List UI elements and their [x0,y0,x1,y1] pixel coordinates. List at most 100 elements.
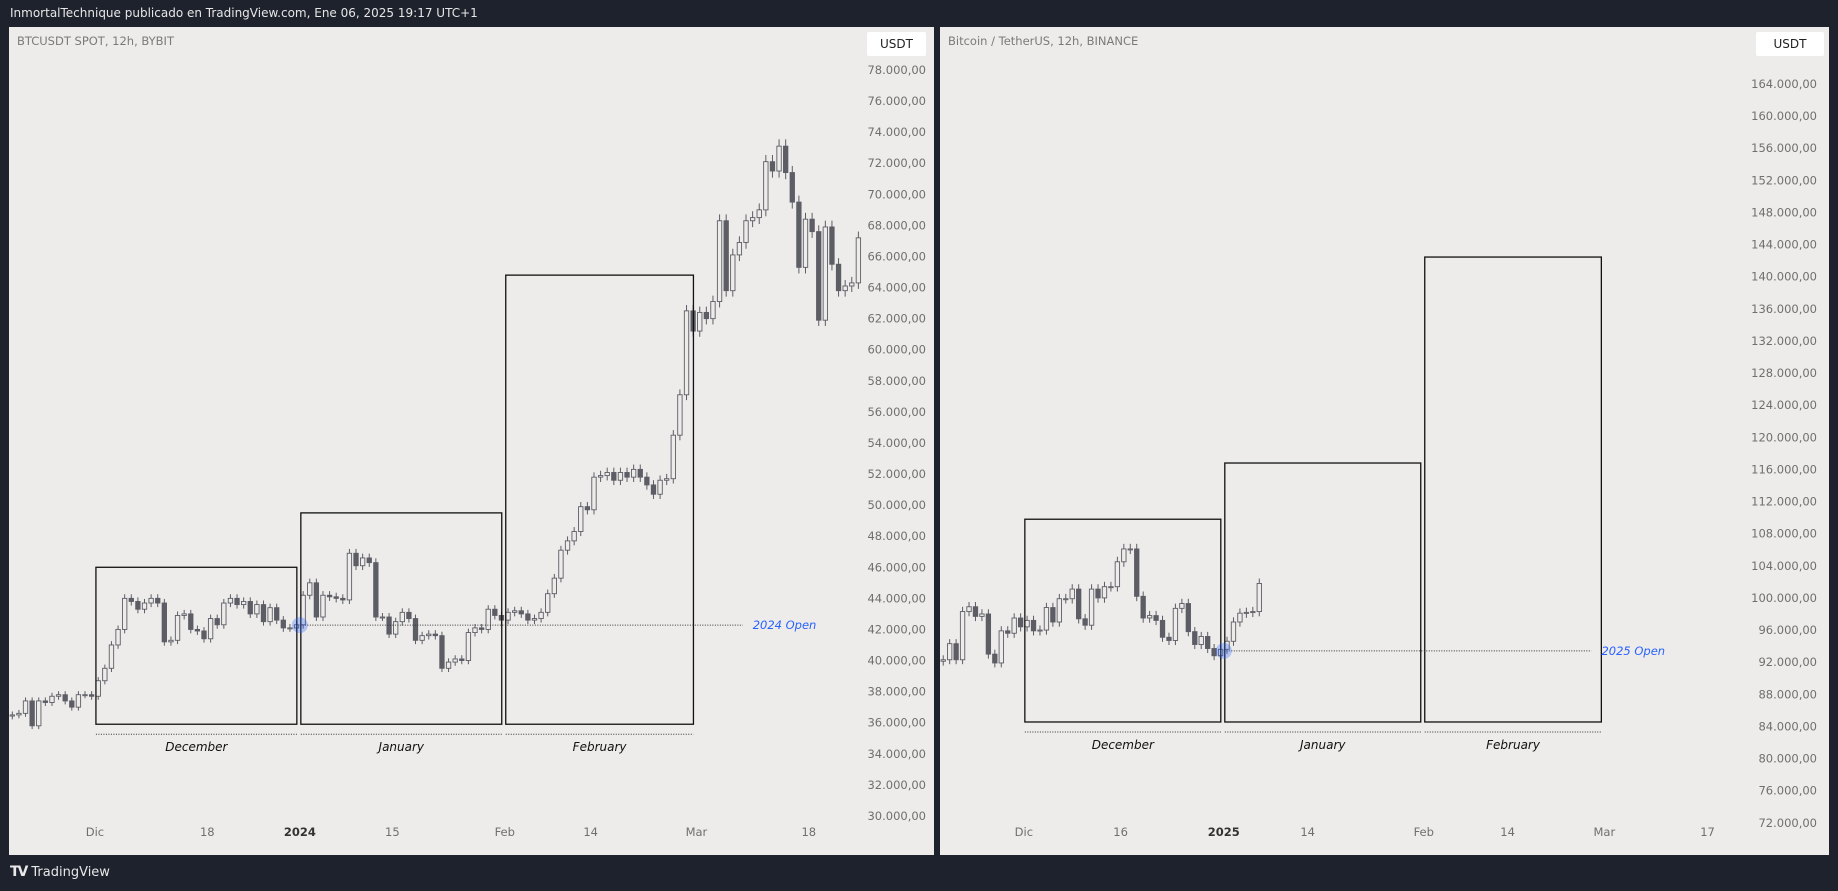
candle [743,220,749,243]
price-axis-label: 36.000,00 [867,716,926,730]
candle [472,627,478,633]
candle [966,606,972,613]
candle [1256,583,1262,613]
currency-button[interactable]: USDT [1756,32,1824,56]
month-label: February [1486,738,1541,752]
candle [1050,607,1056,623]
candle [174,615,181,641]
candle [992,653,998,664]
candle [207,618,214,640]
candle [505,611,511,621]
candle [22,700,29,714]
candle [947,643,953,661]
candle [1082,618,1088,626]
candle [155,597,161,604]
price-axis-label: 100.000,00 [1751,591,1817,605]
candle [1159,619,1166,638]
candle [802,218,809,268]
candle [62,694,68,702]
candle [88,694,95,697]
candle [1088,588,1095,626]
price-axis-label: 48.000,00 [867,529,926,543]
candle [241,601,247,606]
time-axis-label: Dic [86,825,104,839]
tradingview-logo-icon: TV [10,864,28,880]
candle [439,635,445,669]
price-axis-label: 66.000,00 [867,249,926,263]
candle [247,601,253,615]
candle [194,628,201,632]
candle [280,619,286,629]
plot-area: December January February 2025 Open [940,256,1665,752]
candle [835,263,842,292]
candle [201,630,207,640]
candle [353,552,359,567]
price-axis-label: 128.000,00 [1751,366,1817,380]
candle [1005,630,1011,634]
candle [604,472,610,477]
candle [1134,548,1140,597]
price-axis-label: 38.000,00 [867,685,926,699]
candle [465,632,472,661]
year-open-marker [291,617,308,634]
candle [1243,611,1250,614]
candle [789,172,795,203]
candle [379,616,386,619]
candle [333,596,339,599]
price-axis-label: 54.000,00 [867,436,926,450]
candle [168,639,174,643]
candle [69,700,75,708]
candle [953,643,959,661]
price-axis-label: 70.000,00 [867,187,926,201]
candle [677,394,683,436]
candle [1211,648,1217,657]
candle [1205,636,1211,649]
price-axis-label: 76.000,00 [867,94,926,108]
candle [181,613,187,616]
candle [697,311,703,332]
candle [940,659,946,662]
price-axis-label: 50.000,00 [867,498,926,512]
price-axis-label: 84.000,00 [1758,719,1817,733]
candle [571,531,577,542]
candle [1069,588,1075,600]
tradingview-footer[interactable]: TV TradingView [10,864,110,880]
candle [1172,607,1179,641]
currency-button[interactable]: USDT [867,32,926,56]
price-axis-label: 124.000,00 [1751,398,1817,412]
price-axis-label: 52.000,00 [867,467,926,481]
candle [135,601,141,610]
candle [42,700,49,703]
candle [1237,612,1243,623]
time-axis-label: 14 [583,825,598,839]
candle [1076,588,1082,620]
candle [260,604,267,623]
candle [710,301,716,320]
candle [756,209,762,219]
time-axis-label: 14 [1500,825,1515,839]
price-axis-label: 160.000,00 [1751,109,1817,123]
candle [445,661,452,669]
price-axis-label: 80.000,00 [1758,752,1817,766]
price-axis-label: 32.000,00 [867,778,926,792]
brand-label: TradingView [31,864,110,880]
candle [1121,548,1127,563]
candle [406,611,412,620]
month-range-box [300,512,503,725]
month-range-box [95,566,298,725]
candle [597,475,604,478]
candle [102,667,108,682]
candle [36,700,42,727]
time-axis-label: 16 [1113,825,1128,839]
price-axis-label: 56.000,00 [867,405,926,419]
candle [393,621,399,635]
candle [55,694,62,697]
candle [1011,617,1017,634]
price-axis-label: 76.000,00 [1758,784,1817,798]
price-axis-label: 30.000,00 [867,809,926,823]
candle [1127,548,1133,551]
candle [287,627,293,630]
candle [538,611,544,620]
chart-panel-btcusdt-binance[interactable] [940,27,1829,855]
